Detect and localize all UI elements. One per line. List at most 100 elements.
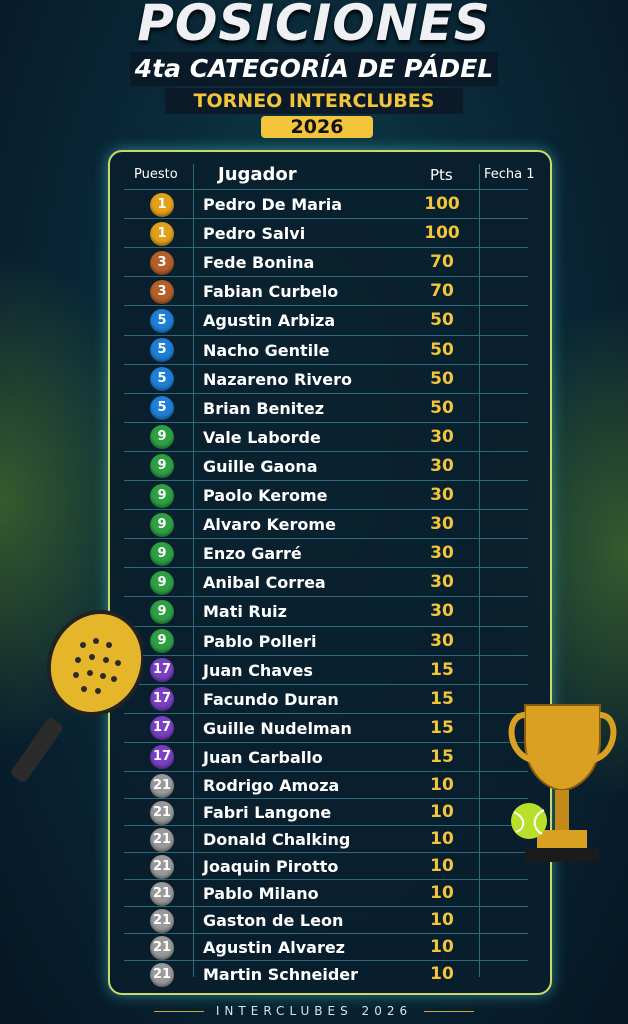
table-row: 21 Joaquin Pirotto 10	[124, 852, 528, 880]
player-name: Guille Nudelman	[203, 718, 352, 738]
player-points: 30	[430, 572, 454, 593]
position-badge: 9	[150, 541, 174, 566]
position-badge: 3	[150, 279, 174, 304]
table-row: 21 Agustin Alvarez 10	[124, 933, 528, 961]
position-badge: 21	[150, 962, 174, 987]
column-divider	[479, 164, 480, 977]
player-name: Paolo Kerome	[203, 486, 328, 505]
position-badge: 21	[150, 908, 174, 933]
table-row: 5 Agustin Arbiza 50	[124, 305, 528, 335]
position-badge: 21	[150, 935, 174, 960]
player-points: 30	[430, 455, 454, 476]
table-row: 9 Pablo Polleri 30	[124, 625, 528, 656]
player-name: Juan Chaves	[203, 660, 313, 680]
player-points: 15	[430, 746, 454, 767]
player-name: Pedro Salvi	[203, 224, 306, 244]
position-badge: 9	[150, 425, 174, 450]
position-badge: 17	[150, 658, 174, 683]
player-points: 100	[424, 223, 460, 244]
player-points: 30	[430, 485, 454, 505]
footer: INTERCLUBES 2026	[0, 1004, 628, 1018]
player-points: 70	[430, 281, 454, 302]
header-fecha1: Fecha 1	[484, 167, 535, 182]
player-name: Martin Schneider	[203, 965, 359, 984]
position-badge: 21	[150, 881, 174, 906]
footer-divider	[153, 1011, 204, 1012]
position-badge: 9	[150, 599, 174, 624]
player-name: Agustin Arbiza	[203, 311, 336, 331]
player-name: Nazareno Rivero	[203, 369, 352, 389]
footer-divider	[424, 1011, 475, 1012]
player-name: Agustin Alvarez	[203, 938, 345, 957]
table-row: 1 Pedro Salvi 100	[124, 218, 528, 248]
position-badge: 17	[150, 716, 174, 741]
table-row: 21 Rodrigo Amoza 10	[124, 771, 528, 799]
table-row: 9 Guille Gaona 30	[124, 450, 528, 481]
player-points: 15	[430, 688, 454, 709]
player-name: Nacho Gentile	[203, 340, 330, 360]
player-name: Brian Benitez	[203, 398, 325, 418]
player-points: 10	[430, 856, 454, 876]
header-jugador: Jugador	[218, 164, 297, 185]
trophy-icon	[508, 704, 617, 862]
position-badge: 17	[150, 745, 174, 770]
player-name: Vale Laborde	[203, 427, 321, 447]
table-row: 21 Donald Chalking 10	[124, 825, 528, 853]
table-row: 21 Pablo Milano 10	[124, 879, 528, 907]
position-badge: 21	[150, 773, 174, 798]
player-points: 30	[430, 543, 454, 564]
position-badge: 3	[150, 250, 174, 275]
position-badge: 5	[150, 308, 174, 333]
table-row: 21 Fabri Langone 10	[124, 798, 528, 826]
column-divider	[193, 164, 194, 977]
standings-table: Puesto Jugador Pts Fecha 1 1 Pedro De Mar…	[108, 150, 552, 995]
padel-racket-icon	[11, 610, 143, 782]
position-badge: 5	[150, 367, 174, 392]
player-name: Guille Gaona	[203, 456, 318, 476]
table-row: 9 Enzo Garré 30	[124, 538, 528, 568]
position-badge: 9	[150, 512, 174, 537]
player-points: 15	[430, 659, 454, 680]
player-points: 100	[424, 194, 460, 214]
table-row: 1 Pedro De Maria 100	[124, 189, 528, 219]
table-row: 17 Facundo Duran 15	[124, 683, 528, 714]
player-points: 10	[430, 802, 454, 822]
player-name: Facundo Duran	[203, 689, 339, 709]
player-name: Fede Bonina	[203, 253, 315, 273]
table-row: 9 Mati Ruiz 30	[124, 596, 528, 626]
table-header: Puesto Jugador Pts Fecha 1	[110, 162, 550, 188]
player-points: 10	[430, 937, 454, 957]
position-badge: 9	[150, 483, 174, 508]
table-row: 9 Anibal Correa 30	[124, 567, 528, 597]
year-badge: 2026	[261, 116, 373, 138]
table-row: 17 Guille Nudelman 15	[124, 712, 528, 743]
table-row: 17 Juan Carballo 15	[124, 741, 528, 772]
position-badge: 21	[150, 827, 174, 852]
player-name: Fabri Langone	[203, 803, 332, 822]
player-name: Donald Chalking	[203, 830, 351, 849]
player-points: 15	[430, 717, 454, 738]
player-points: 10	[430, 829, 454, 849]
position-badge: 9	[150, 454, 174, 479]
position-badge: 9	[150, 629, 174, 654]
player-name: Juan Carballo	[203, 747, 323, 767]
player-points: 30	[430, 601, 454, 622]
player-name: Gaston de Leon	[203, 911, 344, 930]
player-points: 70	[430, 252, 454, 273]
player-name: Pablo Milano	[203, 884, 319, 903]
player-points: 10	[430, 964, 454, 984]
player-name: Mati Ruiz	[203, 602, 287, 622]
player-name: Anibal Correa	[203, 573, 326, 593]
player-name: Enzo Garré	[203, 544, 302, 564]
header-puesto: Puesto	[134, 167, 178, 182]
table-row: 9 Alvaro Kerome 30	[124, 509, 528, 539]
position-badge: 5	[150, 396, 174, 421]
position-badge: 21	[150, 854, 174, 879]
position-badge: 9	[150, 570, 174, 595]
player-points: 30	[430, 514, 454, 535]
table-row: 9 Vale Laborde 30	[124, 421, 528, 452]
table-row: 5 Brian Benitez 50	[124, 392, 528, 423]
table-row: 5 Nacho Gentile 50	[124, 334, 528, 365]
table-row: 21 Gaston de Leon 10	[124, 906, 528, 934]
player-name: Pablo Polleri	[203, 631, 317, 651]
